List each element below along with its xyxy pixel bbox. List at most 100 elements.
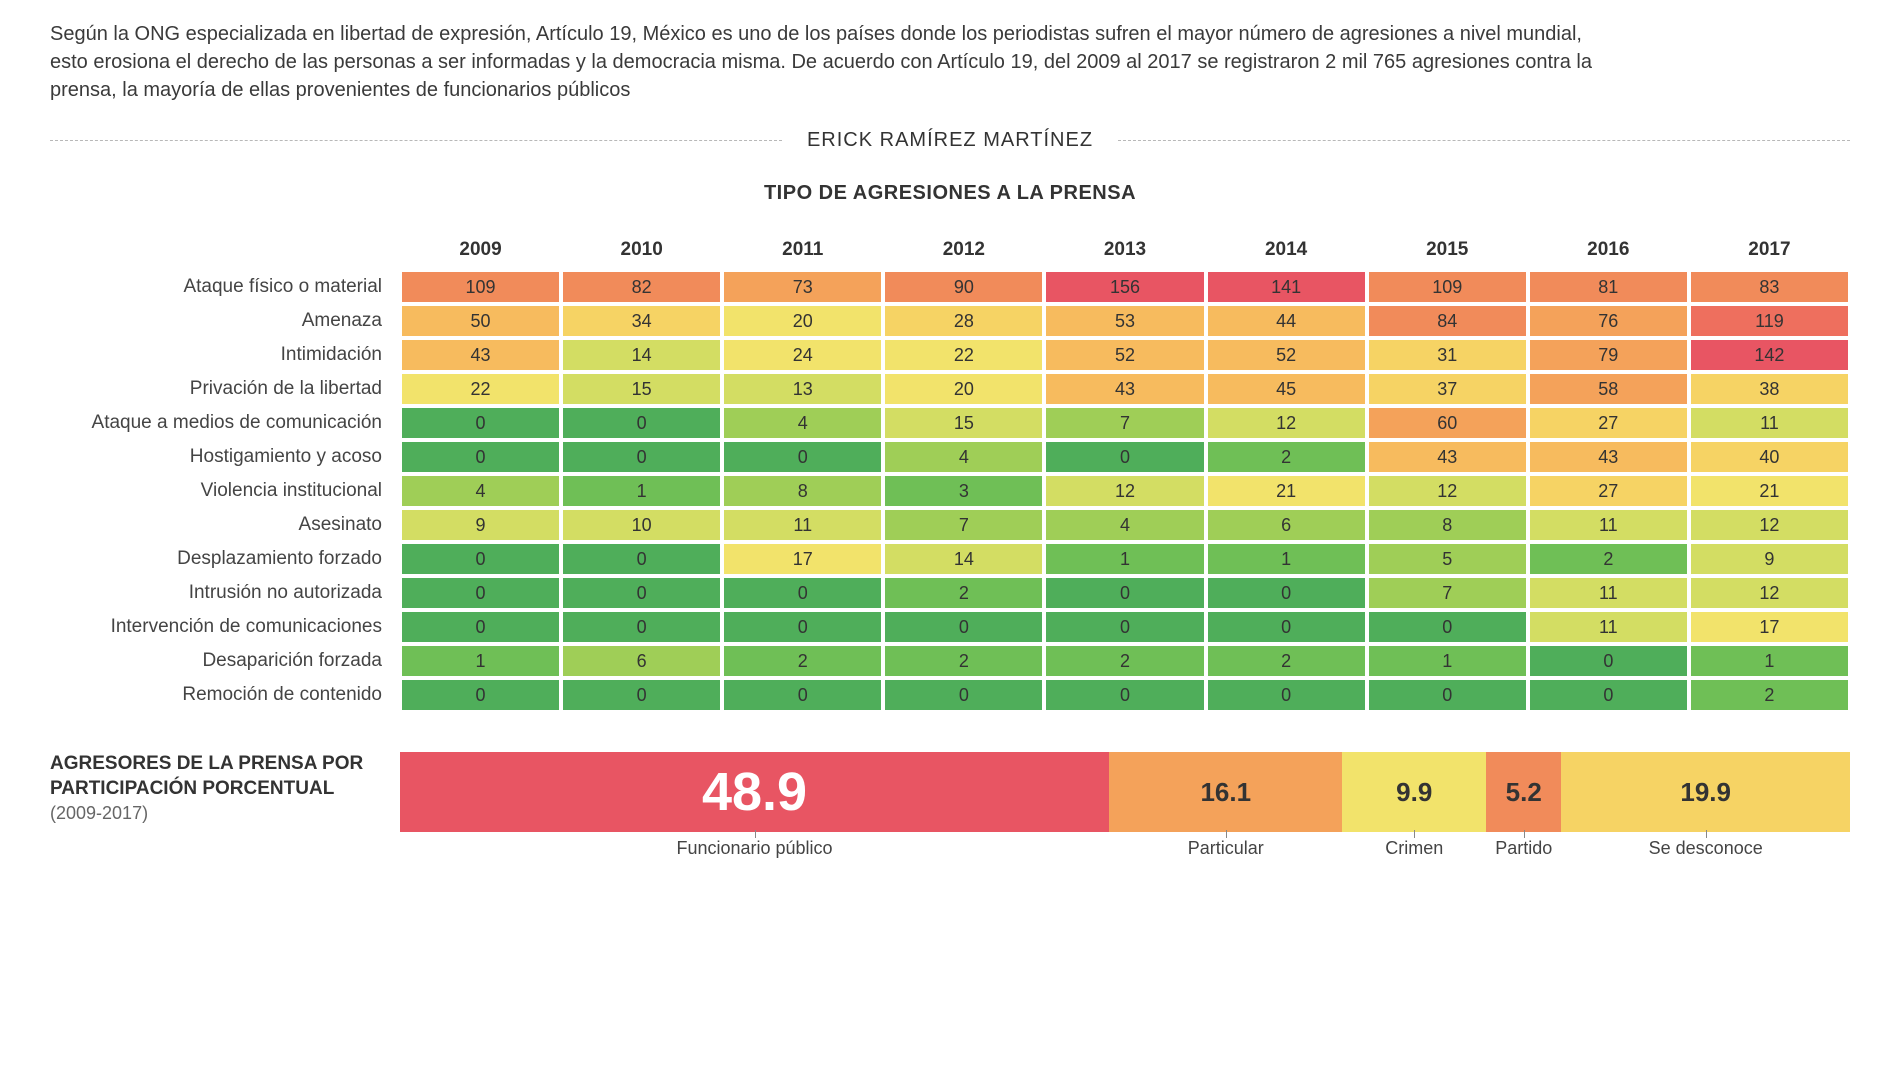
heatmap-cell: 9 <box>402 510 559 540</box>
aggressors-segment: 19.9 <box>1561 752 1850 832</box>
heatmap-data-row: 9101174681112 <box>400 508 1850 542</box>
heatmap-cell: 37 <box>1369 374 1526 404</box>
heatmap-cell: 14 <box>885 544 1042 574</box>
heatmap-data-row: 00000001117 <box>400 610 1850 644</box>
heatmap-cell: 0 <box>1046 578 1203 608</box>
heatmap-data-row: 1098273901561411098183 <box>400 270 1850 304</box>
heatmap-row-label: Privación de la libertad <box>50 372 400 406</box>
heatmap-row-label: Amenaza <box>50 304 400 338</box>
heatmap-cell: 81 <box>1530 272 1687 302</box>
heatmap-cell: 15 <box>563 374 720 404</box>
heatmap-cell: 43 <box>1369 442 1526 472</box>
heatmap-cell: 0 <box>402 680 559 710</box>
heatmap-cell: 20 <box>885 374 1042 404</box>
divider-line <box>50 140 782 141</box>
heatmap-cell: 34 <box>563 306 720 336</box>
heatmap-cell: 45 <box>1208 374 1365 404</box>
heatmap-data-row: 4314242252523179142 <box>400 338 1850 372</box>
heatmap-cell: 0 <box>724 680 881 710</box>
aggressors-title: AGRESORES DE LA PRENSA POR PARTICIPACIÓN… <box>50 752 400 824</box>
aggressors-segment: 9.9 <box>1342 752 1486 832</box>
heatmap-cell: 38 <box>1691 374 1848 404</box>
heatmap-row-label: Asesinato <box>50 508 400 542</box>
heatmap-cell: 0 <box>563 578 720 608</box>
heatmap-data-row: 00171411529 <box>400 542 1850 576</box>
heatmap-cell: 10 <box>563 510 720 540</box>
heatmap-cell: 2 <box>1046 646 1203 676</box>
heatmap-cell: 0 <box>563 612 720 642</box>
heatmap-cell: 2 <box>1691 680 1848 710</box>
heatmap-row-label: Hostigamiento y acoso <box>50 440 400 474</box>
heatmap-cell: 79 <box>1530 340 1687 370</box>
heatmap-cell: 12 <box>1691 578 1848 608</box>
heatmap-cell: 1 <box>1691 646 1848 676</box>
heatmap-cell: 11 <box>724 510 881 540</box>
heatmap-cell: 12 <box>1369 476 1526 506</box>
heatmap-cell: 40 <box>1691 442 1848 472</box>
heatmap-cell: 12 <box>1046 476 1203 506</box>
heatmap-cell: 17 <box>1691 612 1848 642</box>
heatmap-cell: 2 <box>885 646 1042 676</box>
heatmap: Ataque físico o materialAmenazaIntimidac… <box>50 230 1850 712</box>
heatmap-cell: 1 <box>563 476 720 506</box>
divider-line <box>1118 140 1850 141</box>
heatmap-cell: 13 <box>724 374 881 404</box>
heatmap-cell: 0 <box>1046 442 1203 472</box>
heatmap-cell: 0 <box>885 612 1042 642</box>
heatmap-cell: 28 <box>885 306 1042 336</box>
heatmap-cell: 0 <box>563 442 720 472</box>
heatmap-cell: 4 <box>885 442 1042 472</box>
aggressors-segment-label: Funcionario público <box>400 838 1109 859</box>
heatmap-cell: 60 <box>1369 408 1526 438</box>
heatmap-cell: 83 <box>1691 272 1848 302</box>
heatmap-row-label: Ataque físico o material <box>50 270 400 304</box>
aggressors-section: AGRESORES DE LA PRENSA POR PARTICIPACIÓN… <box>50 752 1850 859</box>
heatmap-cell: 0 <box>1208 578 1365 608</box>
heatmap-data-row: 162222101 <box>400 644 1850 678</box>
heatmap-cell: 11 <box>1530 510 1687 540</box>
heatmap-cell: 119 <box>1691 306 1848 336</box>
heatmap-row-label: Violencia institucional <box>50 474 400 508</box>
heatmap-year-header: 2012 <box>883 230 1044 270</box>
heatmap-cell: 4 <box>1046 510 1203 540</box>
heatmap-cell: 11 <box>1691 408 1848 438</box>
heatmap-cell: 58 <box>1530 374 1687 404</box>
heatmap-data-row: 5034202853448476119 <box>400 304 1850 338</box>
heatmap-cell: 109 <box>1369 272 1526 302</box>
aggressors-segment: 16.1 <box>1109 752 1342 832</box>
heatmap-cell: 8 <box>724 476 881 506</box>
heatmap-cell: 6 <box>1208 510 1365 540</box>
aggressors-segment: 5.2 <box>1486 752 1561 832</box>
heatmap-cell: 109 <box>402 272 559 302</box>
heatmap-row-label: Intervención de comunicaciones <box>50 610 400 644</box>
heatmap-cell: 6 <box>563 646 720 676</box>
heatmap-cell: 50 <box>402 306 559 336</box>
heatmap-cell: 24 <box>724 340 881 370</box>
heatmap-cell: 2 <box>1208 442 1365 472</box>
byline-row: ERICK RAMÍREZ MARTÍNEZ <box>50 129 1850 152</box>
heatmap-cell: 1 <box>1369 646 1526 676</box>
heatmap-cell: 0 <box>563 544 720 574</box>
heatmap-cell: 90 <box>885 272 1042 302</box>
heatmap-year-header: 2017 <box>1689 230 1850 270</box>
heatmap-cell: 7 <box>1369 578 1526 608</box>
heatmap-cell: 0 <box>563 680 720 710</box>
heatmap-grid: 2009201020112012201320142015201620171098… <box>400 230 1850 712</box>
heatmap-year-header: 2013 <box>1044 230 1205 270</box>
heatmap-cell: 142 <box>1691 340 1848 370</box>
section-title: TIPO DE AGRESIONES A LA PRENSA <box>50 182 1850 205</box>
heatmap-row-label: Remoción de contenido <box>50 678 400 712</box>
heatmap-data-row: 00415712602711 <box>400 406 1850 440</box>
heatmap-cell: 53 <box>1046 306 1203 336</box>
aggressors-title-l2: PARTICIPACIÓN PORCENTUAL <box>50 778 334 799</box>
heatmap-cell: 27 <box>1530 408 1687 438</box>
heatmap-cell: 43 <box>402 340 559 370</box>
heatmap-cell: 7 <box>885 510 1042 540</box>
heatmap-cell: 17 <box>724 544 881 574</box>
heatmap-cell: 27 <box>1530 476 1687 506</box>
heatmap-cell: 20 <box>724 306 881 336</box>
heatmap-cell: 7 <box>1046 408 1203 438</box>
heatmap-year-header: 2014 <box>1206 230 1367 270</box>
heatmap-cell: 2 <box>885 578 1042 608</box>
heatmap-cell: 44 <box>1208 306 1365 336</box>
